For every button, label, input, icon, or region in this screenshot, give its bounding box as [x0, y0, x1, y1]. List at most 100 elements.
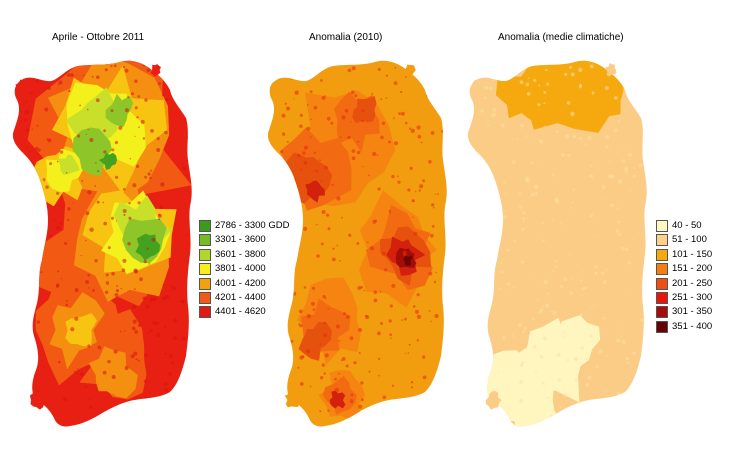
relief-zone: [65, 313, 97, 347]
relief-speckle: [320, 179, 323, 182]
relief-speckle: [581, 294, 583, 297]
legend-gdd-swatch: [199, 263, 211, 276]
relief-speckle: [26, 264, 30, 269]
relief-speckle: [626, 390, 628, 392]
relief-speckle: [294, 90, 299, 95]
relief-speckle: [147, 331, 150, 334]
relief-speckle: [22, 268, 26, 272]
relief-speckle: [55, 284, 60, 288]
relief-speckle: [422, 403, 425, 407]
relief-speckle: [422, 355, 426, 359]
relief-speckle: [439, 378, 442, 382]
relief-speckle: [584, 143, 588, 146]
legend-anomaly-swatch: [656, 263, 668, 276]
relief-speckle: [519, 80, 524, 84]
relief-speckle: [310, 118, 312, 121]
relief-speckle: [372, 219, 377, 224]
relief-speckle: [602, 329, 605, 331]
relief-speckle: [476, 334, 479, 337]
relief-speckle: [638, 232, 640, 234]
relief-speckle: [549, 414, 553, 418]
relief-speckle: [43, 366, 45, 369]
relief-speckle: [362, 165, 364, 168]
relief-speckle: [487, 70, 491, 74]
relief-speckle: [321, 363, 325, 367]
relief-speckle: [298, 323, 301, 326]
relief-speckle: [299, 382, 304, 386]
relief-speckle: [299, 113, 303, 117]
relief-speckle: [29, 150, 31, 153]
relief-speckle: [49, 234, 53, 238]
relief-speckle: [579, 312, 584, 317]
relief-speckle: [186, 160, 189, 162]
relief-speckle: [114, 293, 119, 297]
relief-speckle: [129, 158, 131, 160]
relief-speckle: [570, 206, 572, 208]
relief-speckle: [430, 320, 432, 322]
relief-speckle: [96, 75, 100, 79]
relief-speckle: [511, 334, 514, 338]
relief-speckle: [89, 137, 94, 143]
relief-speckle: [26, 146, 29, 149]
relief-speckle: [277, 269, 280, 273]
relief-speckle: [368, 370, 371, 373]
relief-speckle: [351, 156, 356, 161]
relief-speckle: [281, 331, 284, 335]
relief-speckle: [497, 370, 500, 373]
relief-speckle: [554, 260, 557, 263]
relief-speckle: [279, 263, 283, 267]
relief-speckle: [59, 222, 63, 225]
relief-speckle: [543, 91, 547, 94]
relief-speckle: [561, 224, 563, 226]
relief-speckle: [95, 162, 97, 164]
relief-speckle: [162, 284, 165, 286]
relief-speckle: [393, 141, 399, 146]
relief-speckle: [590, 307, 593, 310]
relief-speckle: [601, 198, 604, 201]
relief-speckle: [503, 215, 507, 219]
relief-speckle: [589, 334, 593, 338]
map-title-gdd-2011: Aprile - Ottobre 2011: [52, 32, 145, 43]
legend-gdd-label: 2786 - 3300 GDD: [215, 220, 290, 231]
relief-speckle: [627, 260, 632, 265]
relief-speckle: [36, 320, 41, 324]
relief-speckle: [605, 390, 607, 392]
relief-speckle: [617, 207, 620, 210]
relief-speckle: [161, 94, 164, 97]
relief-speckle: [85, 133, 87, 135]
relief-speckle: [288, 233, 291, 236]
relief-speckle: [134, 79, 138, 83]
relief-speckle: [380, 135, 384, 140]
relief-speckle: [623, 150, 625, 153]
relief-speckle: [24, 110, 29, 115]
relief-speckle: [283, 311, 288, 317]
relief-speckle: [523, 220, 525, 223]
relief-speckle: [128, 216, 132, 220]
relief-speckle: [540, 308, 544, 312]
relief-speckle: [156, 332, 161, 338]
relief-speckle: [501, 123, 505, 128]
relief-speckle: [316, 254, 320, 258]
relief-speckle: [144, 396, 147, 399]
relief-speckle: [123, 213, 126, 216]
relief-speckle: [89, 405, 93, 409]
relief-speckle: [349, 336, 354, 341]
relief-speckle: [486, 203, 489, 207]
relief-speckle: [130, 354, 135, 359]
relief-speckle: [412, 305, 416, 308]
relief-speckle: [133, 268, 138, 273]
relief-speckle: [600, 271, 605, 276]
relief-speckle: [405, 76, 407, 78]
relief-speckle: [32, 171, 35, 174]
relief-speckle: [161, 373, 163, 375]
relief-speckle: [68, 89, 71, 93]
relief-speckle: [566, 101, 571, 105]
relief-speckle: [503, 210, 506, 213]
relief-speckle: [357, 140, 360, 143]
relief-speckle: [312, 308, 316, 311]
relief-speckle: [580, 401, 584, 405]
relief-speckle: [46, 138, 49, 140]
relief-speckle: [487, 218, 490, 221]
relief-speckle: [356, 242, 360, 245]
relief-speckle: [165, 98, 169, 102]
